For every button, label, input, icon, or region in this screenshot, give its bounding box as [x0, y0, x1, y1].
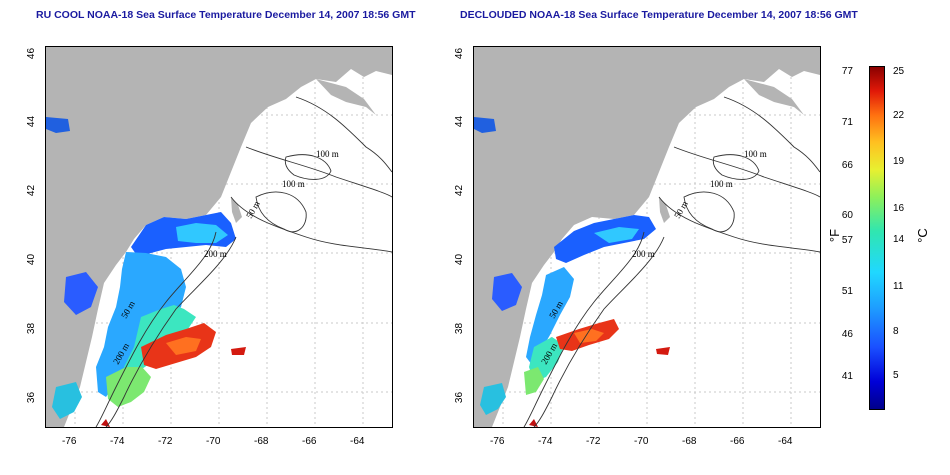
- left-map-title: RU COOL NOAA-18 Sea Surface Temperature …: [36, 9, 416, 21]
- right-x-tick-76: -76: [490, 436, 505, 447]
- contour-label-2: 100 m: [710, 179, 733, 189]
- right-y-tick-38: 38: [454, 322, 466, 335]
- right-y-tick-40: 40: [454, 253, 466, 266]
- right-map-canvas: 100 m 100 m 50 m 200 m 50 m 200 m: [474, 47, 820, 427]
- right-x-tick-66: -66: [730, 436, 745, 447]
- left-y-tick-38: 38: [26, 322, 38, 335]
- contour-label-3: 50 m: [244, 199, 262, 220]
- colorbar-celsius-label: °C: [914, 228, 930, 243]
- contour-label-1: 100 m: [316, 149, 339, 159]
- right-y-tick-44: 44: [454, 115, 466, 128]
- right-x-tick-70: -70: [634, 436, 649, 447]
- left-y-tick-42: 42: [26, 184, 38, 197]
- contour-label-1: 100 m: [744, 149, 767, 159]
- left-y-tick-44: 44: [26, 115, 38, 128]
- temperature-colorbar: [869, 66, 885, 410]
- right-map-title: DECLOUDED NOAA-18 Sea Surface Temperatur…: [460, 9, 858, 21]
- contour-label-4: 200 m: [632, 249, 655, 259]
- colorbar-f-tick-51: 51: [841, 286, 853, 297]
- left-x-tick-68: -68: [254, 436, 269, 447]
- left-x-tick-64: -64: [350, 436, 365, 447]
- bathymetry-contours: [523, 96, 820, 427]
- contour-label-4: 200 m: [204, 249, 227, 259]
- left-x-tick-76: -76: [62, 436, 77, 447]
- left-x-tick-66: -66: [302, 436, 317, 447]
- land-mass-nova-scotia: [744, 79, 804, 115]
- right-y-tick-46: 46: [454, 47, 466, 60]
- right-x-tick-64: -64: [778, 436, 793, 447]
- right-sst-map[interactable]: 100 m 100 m 50 m 200 m 50 m 200 m: [473, 46, 821, 428]
- right-x-tick-68: -68: [682, 436, 697, 447]
- colorbar-c-tick-5: 5: [893, 370, 899, 381]
- left-y-tick-46: 46: [26, 47, 38, 60]
- contour-label-3: 50 m: [672, 199, 690, 220]
- right-x-tick-74: -74: [538, 436, 553, 447]
- cape-cod: [231, 197, 242, 223]
- colorbar-fahrenheit-label: °F: [827, 228, 843, 243]
- sst-data: [46, 117, 246, 427]
- land-mass: [46, 47, 392, 427]
- right-y-tick-42: 42: [454, 184, 466, 197]
- left-x-tick-72: -72: [158, 436, 173, 447]
- colorbar-f-tick-77: 77: [841, 66, 853, 77]
- left-x-tick-74: -74: [110, 436, 125, 447]
- right-y-tick-36: 36: [454, 391, 466, 404]
- colorbar-f-tick-41: 41: [841, 371, 853, 382]
- colorbar-c-tick-14: 14: [893, 234, 905, 245]
- left-y-tick-36: 36: [26, 391, 38, 404]
- bathymetry-contours: [95, 96, 392, 427]
- cape-cod: [659, 197, 670, 223]
- sst-data: [474, 117, 670, 427]
- colorbar-c-tick-19: 19: [893, 156, 905, 167]
- colorbar-c-tick-16: 16: [893, 203, 905, 214]
- right-x-tick-72: -72: [586, 436, 601, 447]
- colorbar-f-tick-60: 60: [841, 210, 853, 221]
- colorbar-c-tick-22: 22: [893, 110, 905, 121]
- left-sst-map[interactable]: 100 m 100 m 50 m 200 m 50 m 200 m: [45, 46, 393, 428]
- land-mass: [474, 47, 820, 427]
- colorbar-c-tick-8: 8: [893, 326, 899, 337]
- colorbar-c-tick-25: 25: [893, 66, 905, 77]
- colorbar-f-tick-57: 57: [841, 235, 853, 246]
- left-map-canvas: 100 m 100 m 50 m 200 m 50 m 200 m: [46, 47, 392, 427]
- colorbar-c-tick-11: 11: [893, 281, 904, 292]
- left-y-tick-40: 40: [26, 253, 38, 266]
- colorbar-f-tick-66: 66: [841, 160, 853, 171]
- colorbar-f-tick-46: 46: [841, 329, 853, 340]
- colorbar-f-tick-71: 71: [841, 117, 853, 128]
- left-x-tick-70: -70: [206, 436, 221, 447]
- contour-label-2: 100 m: [282, 179, 305, 189]
- land-mass-nova-scotia: [316, 79, 376, 115]
